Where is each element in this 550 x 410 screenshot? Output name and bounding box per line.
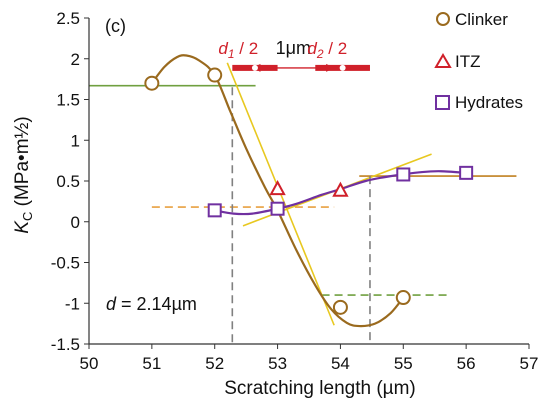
legend-label-hydrates: Hydrates xyxy=(455,93,523,112)
itz-point xyxy=(332,181,349,197)
y-tick-label: 0.5 xyxy=(56,172,80,191)
x-tick-label: 57 xyxy=(520,354,539,373)
fit-curves xyxy=(150,54,467,328)
y-tick-label: 1 xyxy=(71,131,80,150)
d2-half-label: d2 / 2 xyxy=(307,39,347,61)
x-tick-label: 54 xyxy=(331,354,350,373)
d1-bar-dot xyxy=(251,64,258,71)
legend-circle-marker xyxy=(436,12,450,26)
x-tick-label: 53 xyxy=(268,354,287,373)
y-tick-label: 1.5 xyxy=(56,91,80,110)
clinker-point xyxy=(144,75,160,91)
x-tick-label: 52 xyxy=(205,354,224,373)
x-tick-label: 55 xyxy=(394,354,413,373)
x-axis-title: Scratching length (µm) xyxy=(224,378,416,399)
legend-label-clinker: Clinker xyxy=(455,10,508,29)
clinker-point xyxy=(207,67,223,83)
d-value-annotation: d = 2.14µm xyxy=(106,294,197,314)
legend-item-hydrates: Hydrates xyxy=(435,93,523,112)
x-tick-label: 51 xyxy=(142,354,161,373)
d1-half-label: d1 / 2 xyxy=(218,39,258,61)
hydrates-point xyxy=(459,165,474,180)
hydrates-point xyxy=(207,203,222,218)
legend-label-itz: ITZ xyxy=(455,52,481,71)
x-tick-label: 50 xyxy=(80,354,99,373)
legend-item-itz: ITZ xyxy=(434,52,481,71)
y-tick-label: 0 xyxy=(71,213,80,232)
clinker-point xyxy=(332,299,348,315)
d2-bar-dot xyxy=(339,64,346,71)
clinker-point xyxy=(395,290,411,306)
gap-arrow-head xyxy=(326,63,335,72)
x-tick-label: 56 xyxy=(457,354,476,373)
panel-label: (c) xyxy=(105,16,126,36)
hydrates-point xyxy=(396,167,411,182)
data-markers xyxy=(144,67,474,315)
legend-triangle-marker xyxy=(434,53,452,68)
axes: 50 51 52 53 54 55 56 57 -1.5 -1 -0.5 0 0.5 1 1.5 2 2.5 xyxy=(51,9,539,373)
y-tick-label: -1 xyxy=(65,294,80,313)
y-axis-title: KC (MPa•m½) xyxy=(12,116,35,233)
legend-square-marker xyxy=(435,95,450,110)
itz-point xyxy=(269,180,286,196)
legend-item-clinker: Clinker xyxy=(436,10,508,29)
y-tick-label: 2.5 xyxy=(56,9,80,28)
y-tick-label: 2 xyxy=(71,50,80,69)
y-tick-label: -1.5 xyxy=(51,335,80,354)
fit-curve xyxy=(214,170,467,216)
gap-label: 1μm xyxy=(276,38,311,58)
hydrates-point xyxy=(270,201,285,216)
y-tick-label: -0.5 xyxy=(51,254,80,273)
fit-curve xyxy=(150,54,405,328)
legend: Clinker ITZ Hydrates xyxy=(434,10,523,112)
